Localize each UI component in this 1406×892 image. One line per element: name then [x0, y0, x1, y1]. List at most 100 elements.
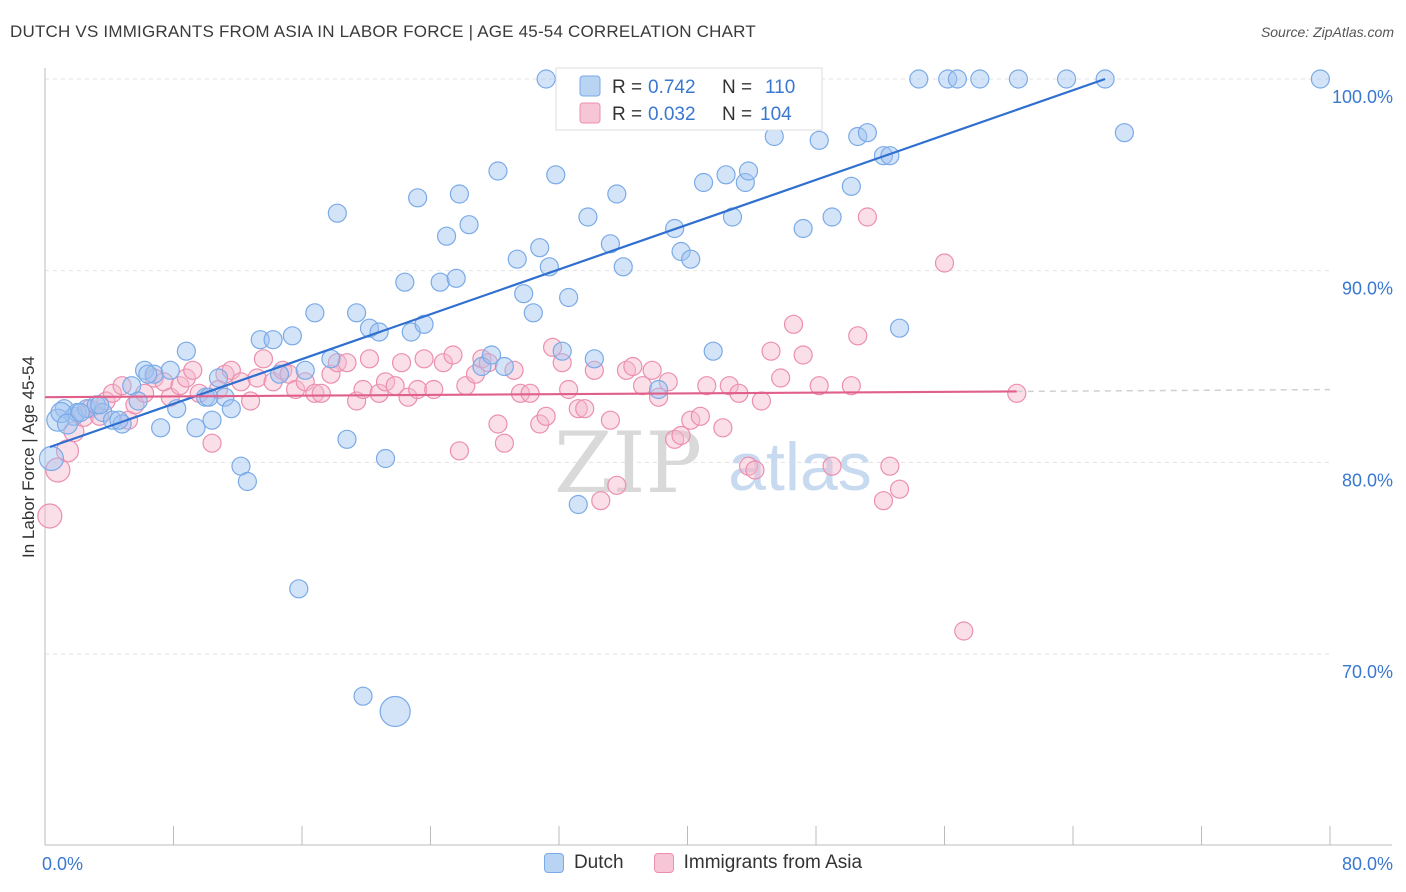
dutch-point — [947, 69, 967, 89]
dutch-point — [523, 303, 543, 323]
immigrants-point — [607, 475, 627, 495]
immigrants-point — [449, 441, 470, 461]
dutch-point — [822, 207, 842, 227]
dutch-point — [578, 207, 598, 227]
immigrants-point — [771, 368, 791, 388]
y-tick-label: 100.0% — [1332, 87, 1393, 107]
immigrants-point — [443, 345, 463, 365]
immigrants-point — [488, 414, 508, 434]
x-tick-max: 80.0% — [1342, 854, 1393, 874]
immigrants-point — [176, 368, 196, 388]
dutch-point — [880, 146, 900, 166]
immigrants-point — [1007, 383, 1027, 403]
immigrants-point — [632, 376, 653, 396]
dutch-point — [681, 249, 701, 269]
dutch-point — [459, 215, 479, 235]
series-dutch-points — [38, 69, 1330, 728]
dutch-point — [359, 318, 380, 338]
dutch-point — [93, 402, 113, 423]
legend-dutch-r-label: R = — [612, 77, 642, 98]
dutch-trend-line — [49, 77, 1106, 449]
immigrants-trend-line — [44, 390, 1017, 399]
immigrants-point — [591, 491, 611, 511]
y-tick-labels: 70.0% 80.0% 90.0% 100.0% — [1332, 87, 1393, 682]
legend-swatch-immigrants — [579, 102, 601, 124]
dutch-point — [735, 172, 755, 193]
dutch-point — [221, 399, 241, 419]
bottom-legend-immigrants: Immigrants from Asia — [653, 852, 863, 874]
immigrants-point — [671, 425, 691, 446]
immigrants-point — [433, 353, 453, 373]
immigrants-point — [337, 353, 357, 373]
dutch-point — [507, 249, 527, 269]
dutch-point — [703, 341, 723, 361]
dutch-point — [176, 341, 196, 361]
axes — [44, 68, 1392, 846]
dutch-point — [600, 234, 621, 254]
immigrants-point — [494, 433, 514, 453]
dutch-point — [321, 349, 341, 369]
immigrants-point — [170, 376, 190, 396]
immigrants-point — [359, 349, 380, 369]
immigrants-point — [889, 479, 910, 499]
dutch-point — [395, 272, 415, 292]
immigrants-point — [375, 372, 396, 392]
immigrants-point — [697, 376, 717, 396]
dutch-point — [202, 410, 222, 430]
immigrants-point — [761, 341, 781, 361]
immigrants-point — [37, 503, 63, 529]
x-tick-min: 0.0% — [42, 854, 83, 874]
immigrants-point — [954, 621, 974, 641]
immigrants-point — [745, 460, 765, 480]
dutch-point — [327, 203, 347, 223]
dutch-point — [289, 579, 309, 599]
chart-title: DUTCH VS IMMIGRANTS FROM ASIA IN LABOR F… — [10, 22, 756, 41]
bottom-legend-immigrants-label: Immigrants from Asia — [683, 852, 863, 873]
dutch-point — [568, 494, 588, 515]
dutch-point — [584, 349, 604, 369]
dutch-point — [514, 284, 534, 304]
immigrants-point — [542, 337, 563, 357]
immigrants-point — [414, 349, 434, 369]
immigrants-point — [793, 345, 813, 365]
immigrants-point — [504, 360, 524, 380]
immigrants-point — [575, 399, 595, 419]
y-tick-label: 90.0% — [1342, 279, 1393, 299]
immigrants-point — [841, 376, 861, 396]
immigrants-point — [347, 391, 367, 411]
legend-immigrants-n-label: N = — [722, 104, 752, 125]
legend-swatch-dutch — [579, 75, 601, 97]
immigrants-point — [642, 360, 662, 380]
dutch-point — [379, 695, 411, 728]
dutch-point — [1114, 123, 1135, 143]
dutch-point — [128, 391, 148, 411]
dutch-point — [938, 69, 958, 89]
dutch-point — [1008, 69, 1028, 89]
immigrants-point — [285, 379, 306, 400]
dutch-point — [208, 368, 229, 388]
dutch-point — [857, 123, 878, 143]
bottom-legend: Dutch Immigrants from Asia — [0, 852, 1406, 874]
dutch-point — [269, 364, 290, 384]
immigrants-point — [713, 418, 733, 438]
immigrants-point — [321, 364, 341, 384]
y-axis-label: In Labor Force | Age 45-54 — [19, 356, 38, 558]
legend-immigrants-r-label: R = — [612, 104, 642, 125]
dutch-point — [151, 418, 171, 438]
dutch-point — [347, 303, 367, 323]
immigrants-point — [391, 353, 412, 373]
dutch-point — [375, 448, 396, 469]
dutch-point — [530, 238, 550, 258]
dutch-point — [488, 161, 508, 181]
source-note: Source: ZipAtlas.com — [1260, 24, 1394, 40]
immigrants-point — [873, 491, 894, 511]
immigrants-point — [934, 253, 955, 273]
dutch-point — [738, 161, 759, 181]
legend-dutch-n-label: N = — [722, 77, 752, 98]
dutch-point — [38, 445, 65, 472]
dutch-point — [841, 176, 861, 196]
dutch-point — [436, 226, 457, 246]
dutch-point — [446, 268, 466, 288]
dutch-point — [56, 413, 79, 435]
